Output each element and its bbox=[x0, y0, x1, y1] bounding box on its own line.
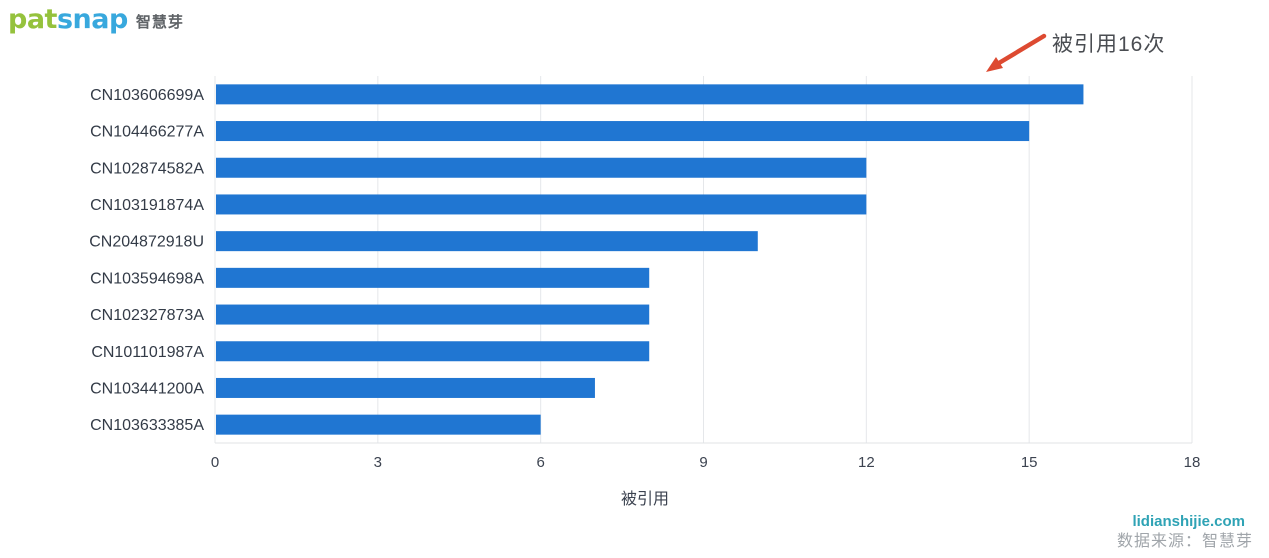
y-category-label: CN101101987A bbox=[91, 344, 204, 361]
x-tick-label: 9 bbox=[699, 454, 707, 471]
bar-CN104466277A bbox=[216, 121, 1030, 142]
x-tick-label: 15 bbox=[1021, 454, 1038, 471]
x-axis-title: 被引用 bbox=[621, 490, 669, 508]
x-tick-label: 6 bbox=[536, 454, 544, 471]
annotation-arrow-icon bbox=[986, 33, 1047, 72]
x-tick-label: 12 bbox=[858, 454, 875, 471]
x-tick-label: 0 bbox=[211, 454, 219, 471]
x-tick-label: 18 bbox=[1184, 454, 1201, 471]
bar-CN101101987A bbox=[216, 341, 650, 362]
x-tick-label: 3 bbox=[374, 454, 382, 471]
y-category-label: CN102327873A bbox=[90, 307, 204, 324]
y-category-label: CN204872918U bbox=[89, 234, 204, 251]
bar-CN103441200A bbox=[216, 377, 595, 398]
y-category-label: CN102874582A bbox=[90, 160, 204, 177]
logo-text-chinese: 智慧芽 bbox=[135, 14, 184, 31]
y-category-label: CN103594698A bbox=[90, 270, 204, 287]
y-category-label: CN103633385A bbox=[90, 417, 204, 434]
bar-CN103633385A bbox=[216, 414, 541, 435]
annotation-label: 被引用16次 bbox=[1052, 33, 1166, 56]
bar-CN204872918U bbox=[216, 231, 758, 252]
y-category-label: CN103441200A bbox=[90, 380, 204, 397]
bar-CN102874582A bbox=[216, 157, 867, 178]
bar-CN103606699A bbox=[216, 84, 1084, 105]
watermark-site-link: lidianshijie.com bbox=[1132, 513, 1245, 530]
logo-text-pat: pat bbox=[8, 4, 57, 35]
y-category-label: CN103606699A bbox=[90, 87, 204, 104]
bar-CN103191874A bbox=[216, 194, 867, 215]
bar-CN103594698A bbox=[216, 267, 650, 288]
logo-text-snap: snap bbox=[56, 4, 128, 35]
y-category-label: CN103191874A bbox=[90, 197, 204, 214]
y-category-label: CN104466277A bbox=[90, 124, 204, 141]
patsnap-logo: pat snap 智慧芽 bbox=[8, 6, 184, 33]
bar-CN102327873A bbox=[216, 304, 650, 325]
data-source-label: 数据来源：智慧芽 bbox=[1116, 533, 1253, 550]
